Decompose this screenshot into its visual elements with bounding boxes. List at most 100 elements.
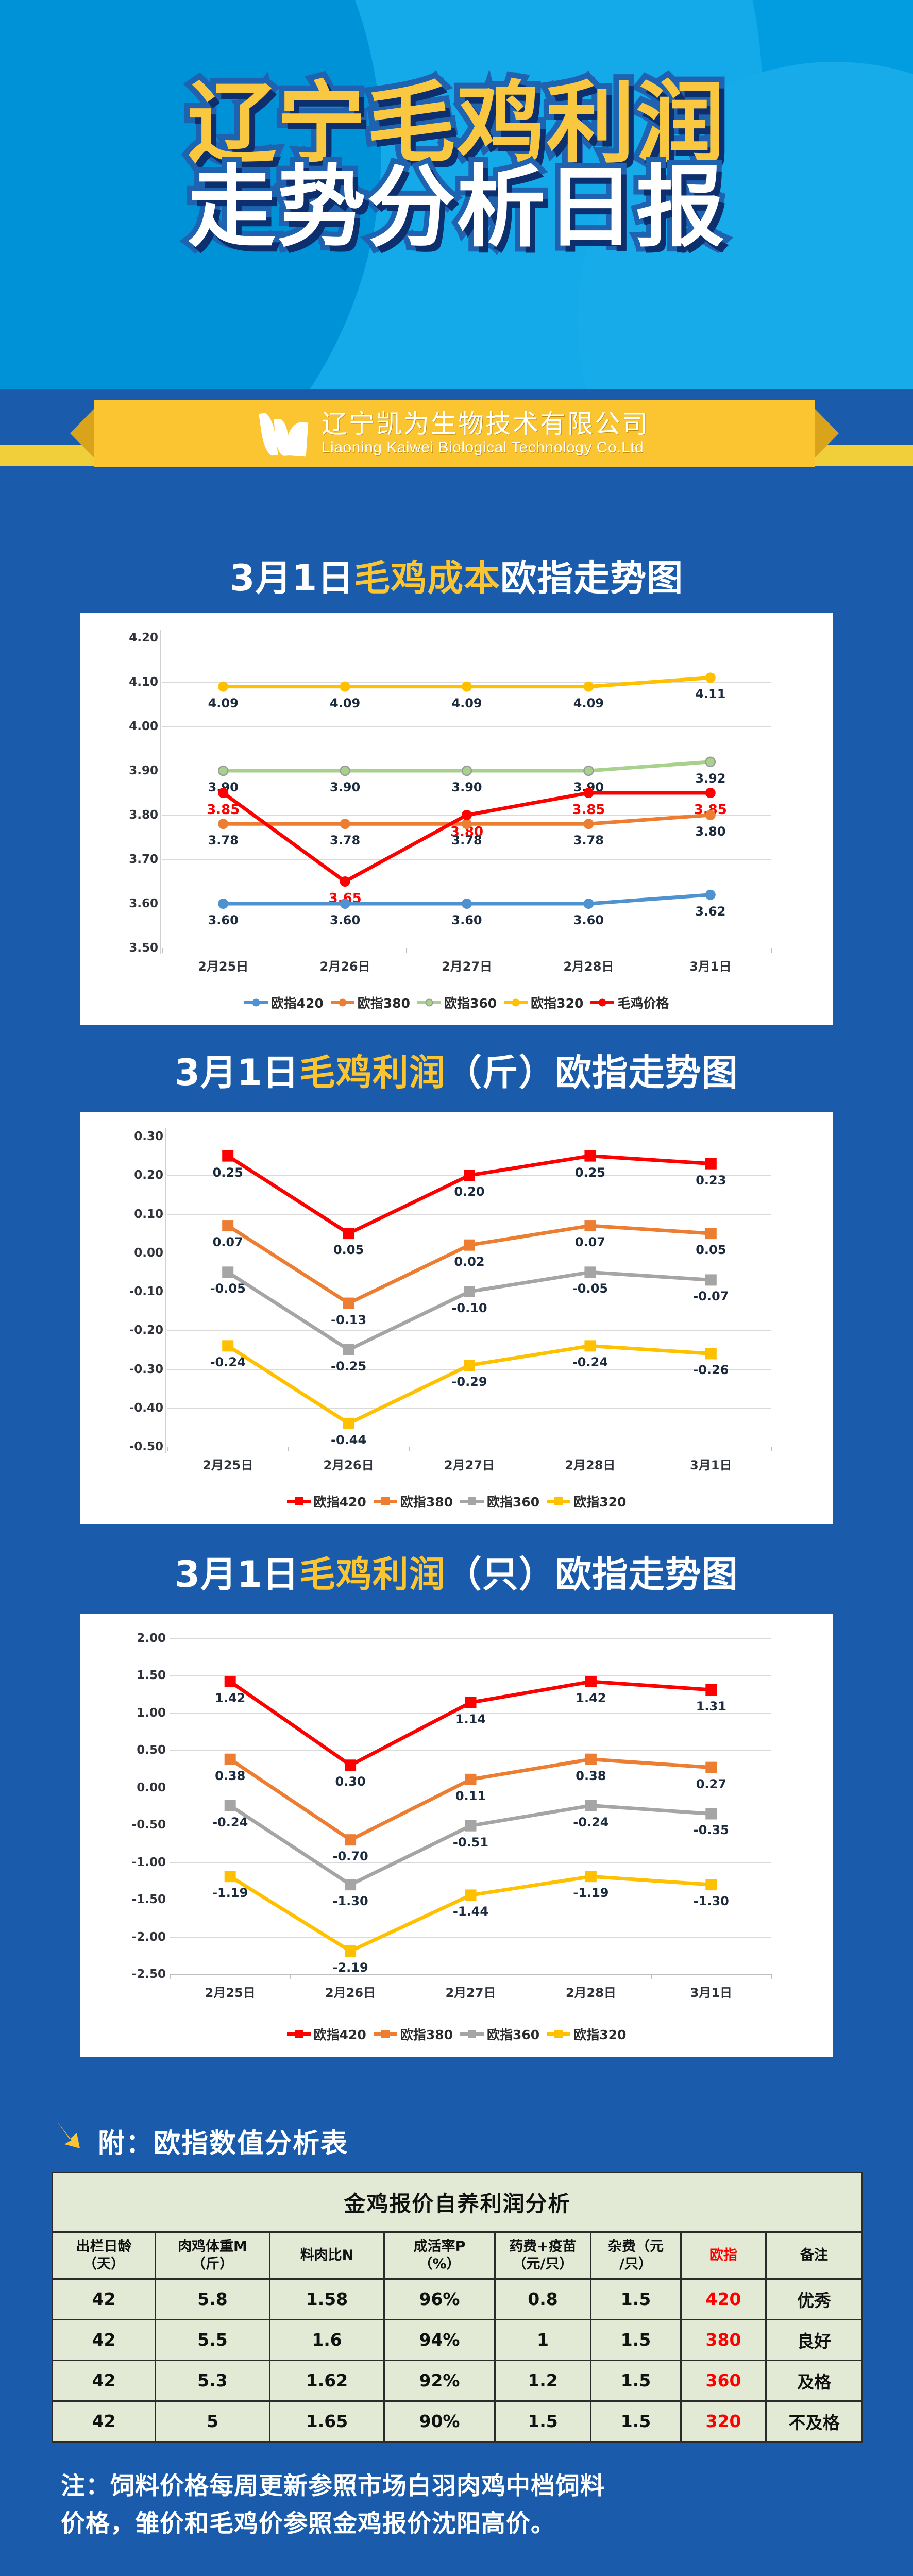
data-point — [224, 1800, 236, 1811]
series-line — [228, 1874, 713, 1953]
data-label: 0.20 — [454, 1184, 485, 1199]
table-title-row: 金鸡报价自养利润分析 — [51, 2172, 864, 2233]
x-axis-tick — [771, 1447, 772, 1451]
legend-item[interactable]: 欧指320 — [547, 2025, 626, 2043]
data-point — [583, 899, 594, 909]
data-point — [464, 1170, 475, 1181]
y-axis-tick-label: 1.00 — [137, 1706, 166, 1720]
data-point — [465, 1820, 477, 1832]
data-point — [583, 788, 594, 798]
legend-item[interactable]: 毛鸡价格 — [590, 993, 669, 1012]
x-axis-tick-label: 2月27日 — [445, 1986, 496, 2000]
legend-item[interactable]: 欧指420 — [286, 1492, 366, 1511]
table-cell: 42 — [52, 2318, 156, 2361]
data-point — [705, 1879, 717, 1891]
x-axis-tick-label: 2月25日 — [202, 1458, 253, 1472]
legend-item[interactable]: 欧指420 — [244, 993, 324, 1012]
table-row: 42 5.8 1.58 96% 0.8 1.5 420 优秀 — [52, 2278, 864, 2320]
data-label: -1.30 — [693, 1894, 729, 1909]
gridline — [170, 1638, 771, 1639]
section-2-unit: （斤） — [445, 1052, 555, 1094]
legend-item[interactable]: 欧指360 — [460, 2025, 539, 2043]
legend-item[interactable]: 欧指380 — [373, 1492, 453, 1511]
data-label: 3.78 — [451, 833, 482, 848]
data-label: 3.78 — [329, 833, 361, 848]
y-axis-tick-label: 1.50 — [137, 1669, 166, 1683]
table-header-cell: 出栏日龄 （天） — [52, 2231, 156, 2280]
data-label: 1.42 — [576, 1691, 606, 1706]
gridline — [170, 1675, 771, 1676]
data-label: 0.23 — [696, 1173, 726, 1188]
table-cell: 1.5 — [590, 2400, 682, 2443]
section-1-tail: 欧指走势图 — [500, 557, 684, 599]
data-label: -0.05 — [572, 1281, 608, 1296]
y-axis-tick-label: -2.50 — [131, 1968, 166, 1981]
company-name-cn: 辽宁凯为生物技术有限公司 — [322, 410, 649, 438]
legend-item[interactable]: 欧指380 — [373, 2025, 453, 2043]
legend-label: 欧指380 — [357, 996, 410, 1011]
data-point — [345, 1834, 357, 1846]
legend-item[interactable]: 欧指320 — [504, 993, 583, 1012]
data-label: 1.14 — [455, 1711, 486, 1726]
table-cell: 1.5 — [590, 2318, 682, 2361]
company-logo-icon — [259, 409, 309, 458]
data-label: 4.09 — [208, 696, 239, 710]
x-axis-tick — [409, 1447, 410, 1451]
data-point — [585, 1871, 597, 1883]
data-label: -0.29 — [451, 1374, 487, 1389]
section-3-highlight: 毛鸡利润 — [299, 1553, 446, 1596]
legend-item[interactable]: 欧指360 — [460, 1492, 539, 1511]
data-label: 3.78 — [208, 833, 239, 848]
data-point — [343, 1344, 354, 1355]
x-axis-tick-label: 3月1日 — [689, 959, 732, 974]
gridline — [170, 1750, 771, 1751]
legend-label: 欧指360 — [444, 996, 497, 1011]
chart-plot — [217, 672, 716, 909]
section-1-date: 3月1日 — [229, 557, 354, 599]
data-point — [583, 681, 594, 692]
data-label: -1.19 — [573, 1886, 609, 1901]
table-cell: 0.8 — [494, 2278, 591, 2320]
x-axis-tick-label: 2月25日 — [205, 1986, 256, 2000]
y-axis-tick-label: 2.00 — [137, 1632, 166, 1645]
table-cell: 90% — [383, 2400, 496, 2443]
x-axis-tick — [162, 948, 163, 953]
chart-card-profit-zhi: -2.50 -2.00 -1.50 -1.00 -0.50 0.00 0.50 1.00 1.5… — [80, 1614, 833, 2057]
legend-swatch — [590, 998, 615, 1007]
data-label: 3.90 — [451, 780, 482, 794]
x-axis-tick-label: 2月27日 — [444, 1458, 495, 1472]
gridline — [167, 1330, 771, 1331]
data-point — [462, 899, 472, 909]
legend-item[interactable]: 欧指420 — [286, 2025, 366, 2043]
gridline — [170, 1937, 771, 1938]
data-point — [462, 819, 472, 829]
section-heading-1: 3月1日毛鸡成本欧指走势图 — [0, 557, 913, 599]
x-axis-tick — [771, 948, 772, 953]
legend-item[interactable]: 欧指320 — [547, 1492, 626, 1511]
data-point — [462, 810, 472, 820]
y-axis-tick-label: 0.00 — [134, 1246, 163, 1260]
legend-item[interactable]: 欧指360 — [417, 993, 497, 1012]
ribbon-tail-right — [815, 409, 839, 457]
x-axis-tick — [651, 1974, 652, 1979]
y-axis-tick-label: 0.10 — [134, 1207, 163, 1221]
legend-label: 欧指320 — [531, 996, 584, 1011]
data-label: -0.26 — [693, 1363, 729, 1378]
chart-legend: 欧指420 欧指380 欧指360 欧指320 毛鸡价格 — [80, 993, 833, 1012]
table-cell: 1.2 — [494, 2359, 591, 2402]
legend-swatch — [417, 998, 441, 1007]
data-point — [224, 1753, 236, 1765]
data-point — [217, 765, 229, 776]
table-cell: 1.65 — [269, 2400, 385, 2443]
legend-item[interactable]: 欧指380 — [330, 993, 410, 1012]
series-line — [226, 1270, 713, 1352]
x-axis-tick — [170, 1974, 171, 1979]
data-point — [705, 1684, 717, 1696]
y-axis-line — [160, 630, 161, 954]
y-axis-tick-label: 3.60 — [129, 897, 158, 910]
data-label: 0.25 — [574, 1165, 605, 1180]
legend-label: 欧指380 — [400, 1495, 453, 1510]
data-label: 3.60 — [451, 913, 482, 927]
data-label: 1.31 — [696, 1699, 726, 1714]
